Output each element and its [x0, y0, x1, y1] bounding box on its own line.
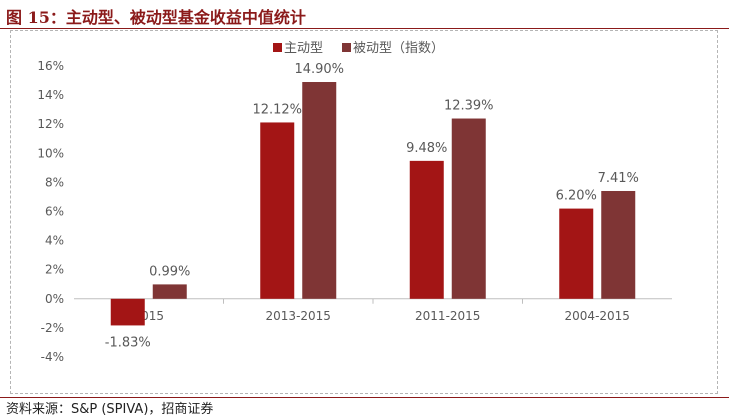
y-tick-label: -4% — [41, 350, 64, 364]
bottom-rule — [0, 397, 729, 398]
data-label: 0.99% — [149, 264, 190, 279]
bar-active — [409, 160, 444, 299]
legend-label: 主动型 — [284, 41, 323, 56]
y-tick-label: -2% — [41, 321, 64, 335]
legend-active: 主动型 — [273, 41, 323, 56]
legend-swatch — [342, 43, 351, 52]
bar-active — [110, 298, 145, 326]
legend-label: 被动型（指数） — [353, 41, 444, 56]
data-label: 12.39% — [444, 99, 494, 114]
bar-passive — [451, 118, 486, 299]
bar-passive — [601, 190, 636, 299]
legend-passive: 被动型（指数） — [342, 41, 444, 56]
data-label: -1.83% — [105, 335, 151, 350]
data-label: 14.90% — [294, 62, 344, 77]
bar-passive — [302, 82, 337, 299]
bar-active — [260, 122, 295, 299]
y-tick-label: 8% — [45, 175, 64, 189]
y-tick-label: 2% — [45, 263, 64, 277]
data-label: 9.48% — [406, 141, 447, 156]
x-tick-label: 2013-2015 — [266, 309, 331, 323]
x-tick-label: 2004-2015 — [565, 309, 630, 323]
y-tick-label: 6% — [45, 205, 64, 219]
data-label: 7.41% — [598, 171, 639, 186]
chart-frame — [10, 30, 718, 394]
figure-title: 图 15：主动型、被动型基金收益中值统计 — [6, 8, 306, 27]
x-tick-label: 2011-2015 — [415, 309, 480, 323]
legend-swatch — [273, 43, 282, 52]
title-rule — [0, 28, 729, 29]
y-tick-label: 14% — [37, 88, 64, 102]
source-note: 资料来源：S&P (SPIVA)，招商证券 — [6, 402, 214, 417]
y-tick-label: 12% — [37, 117, 64, 131]
bar-passive — [152, 284, 187, 299]
y-tick-label: 16% — [37, 59, 64, 73]
data-label: 6.20% — [556, 189, 597, 204]
bar-active — [559, 208, 594, 299]
y-tick-label: 0% — [45, 292, 64, 306]
y-tick-label: 4% — [45, 234, 64, 248]
data-label: 12.12% — [252, 102, 302, 117]
y-tick-label: 10% — [37, 146, 64, 160]
